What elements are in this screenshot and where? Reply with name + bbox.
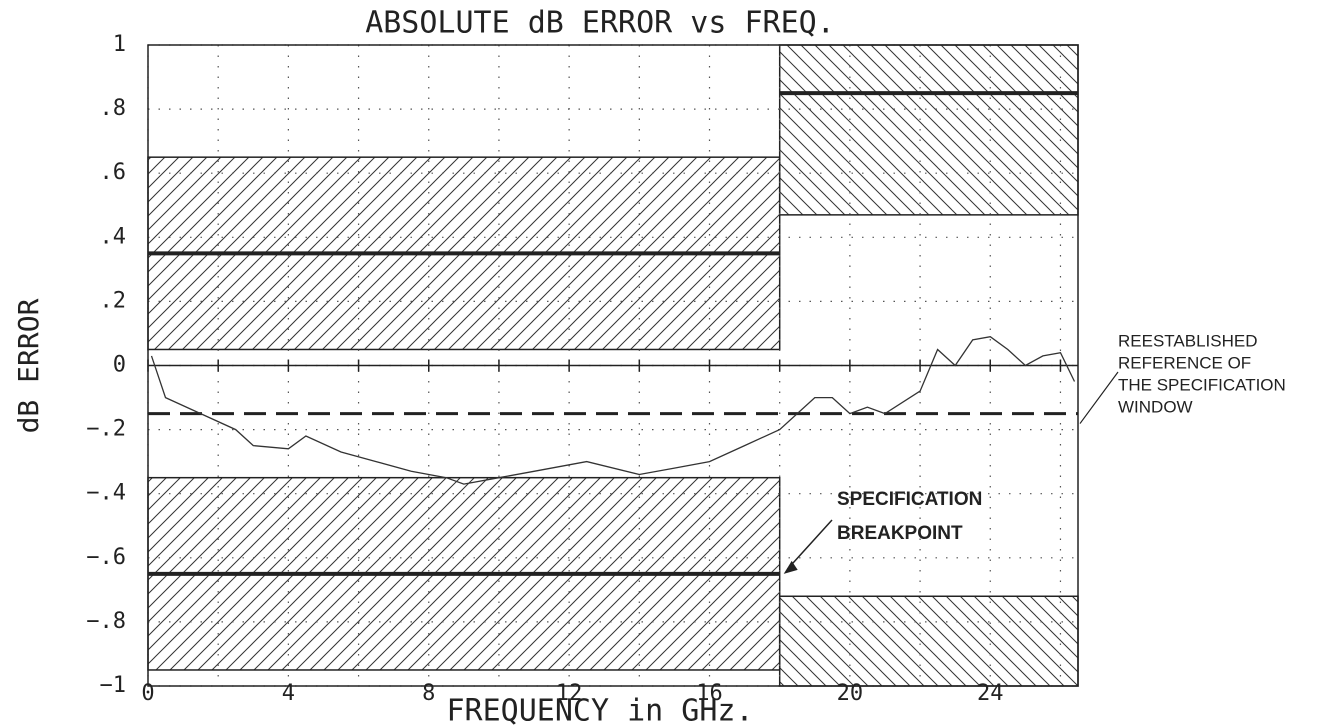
annotation: REESTABLISHED (1118, 331, 1258, 350)
chart-title: ABSOLUTE dB ERROR vs FREQ. (365, 6, 835, 41)
y-tick-label: −.6 (86, 545, 126, 570)
y-tick-label: .2 (100, 288, 127, 313)
annotation: WINDOW (1118, 397, 1193, 416)
x-tick-label: 8 (422, 681, 435, 706)
data-line (150, 336, 1076, 485)
arrow-head (783, 560, 798, 574)
x-axis-label: FREQUENCY in GHz. (446, 694, 753, 725)
y-tick-label: −.8 (86, 609, 126, 634)
x-tick-label: 16 (696, 681, 723, 706)
spec-window (778, 44, 1079, 216)
y-axis-label: dB ERROR (12, 298, 45, 433)
x-tick-label: 24 (977, 681, 1004, 706)
y-tick-label: .4 (100, 224, 127, 249)
y-tick-label: 1 (113, 32, 126, 57)
y-tick-label: .6 (100, 160, 127, 185)
y-tick-label: −1 (100, 673, 127, 698)
annotation: THE SPECIFICATION (1118, 375, 1286, 394)
leader (787, 519, 833, 570)
x-tick-label: 12 (556, 681, 583, 706)
x-tick-label: 0 (141, 681, 154, 706)
y-tick-label: 0 (113, 353, 126, 378)
spec-window (778, 595, 1079, 687)
leader (1079, 371, 1119, 424)
annotation: SPECIFICATION (837, 489, 982, 510)
x-tick-label: 4 (282, 681, 295, 706)
y-tick-label: .8 (100, 96, 127, 121)
y-tick-label: −.4 (86, 481, 126, 506)
x-tick-label: 20 (837, 681, 864, 706)
annotation: BREAKPOINT (837, 523, 963, 544)
plot-frame (147, 44, 1079, 687)
y-tick-label: −.2 (86, 417, 126, 442)
annotation: REFERENCE OF (1118, 353, 1251, 372)
